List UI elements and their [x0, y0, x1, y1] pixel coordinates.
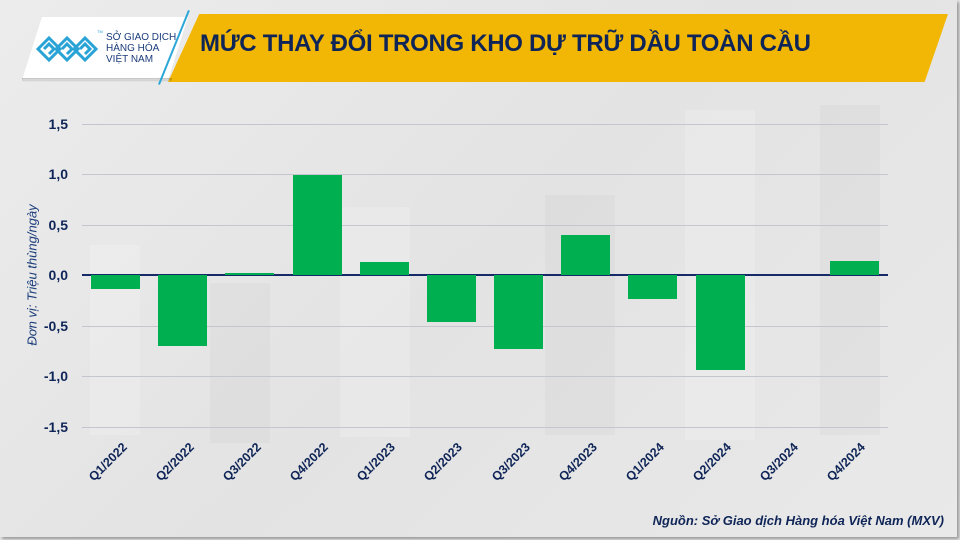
y-tick-label: 0,5: [48, 216, 68, 233]
logo-shadow: [22, 78, 172, 82]
bar-q1-2022: [91, 275, 141, 290]
gridline: [82, 174, 888, 175]
y-tick-label: -0,5: [43, 317, 68, 334]
zero-axis-line: [82, 274, 888, 276]
y-tick-label: -1,5: [43, 418, 68, 435]
logo-line-2: HÀNG HÓA: [106, 43, 160, 54]
gridline: [82, 224, 888, 226]
mxv-logo-icon: [36, 35, 98, 63]
bar-q2-2022: [158, 275, 208, 346]
gridline: [82, 426, 888, 428]
y-tick-label: -1,0: [43, 368, 68, 384]
gridline: [82, 376, 888, 377]
title-band: [168, 14, 948, 82]
bar-q1-2023: [359, 261, 409, 275]
background-decoration: [340, 207, 410, 437]
page-title: MỨC THAY ĐỔI TRONG KHO DỰ TRỮ DẦU TOÀN C…: [200, 30, 811, 57]
bar-q4-2023: [561, 234, 611, 275]
logo-line-3: VIỆT NAM: [106, 54, 154, 65]
logo-text: SỞ GIAO DỊCH HÀNG HÓA VIỆT NAM: [106, 32, 176, 65]
background-decoration: [545, 195, 615, 435]
trademark-mark: TM: [97, 29, 103, 34]
bar-q4-2022: [292, 175, 342, 275]
bar-q2-2023: [426, 275, 476, 323]
y-tick-label: 1,0: [48, 166, 68, 182]
logo-card: [22, 17, 188, 80]
gridline: [82, 123, 888, 125]
gridline: [82, 325, 888, 327]
background-decoration: [210, 283, 270, 443]
y-tick-label: 0,0: [48, 267, 68, 283]
source-note: Nguồn: Sở Giao dịch Hàng hóa Việt Nam (M…: [652, 513, 944, 528]
bar-q3-2023: [494, 275, 544, 349]
bar-q2-2024: [695, 275, 745, 370]
bar-q1-2024: [628, 275, 678, 300]
bar-q3-2022: [225, 272, 275, 275]
logo-line-1: SỞ GIAO DỊCH: [106, 32, 177, 43]
bar-q4-2024: [829, 260, 879, 275]
y-tick-label: 1,5: [48, 115, 68, 132]
